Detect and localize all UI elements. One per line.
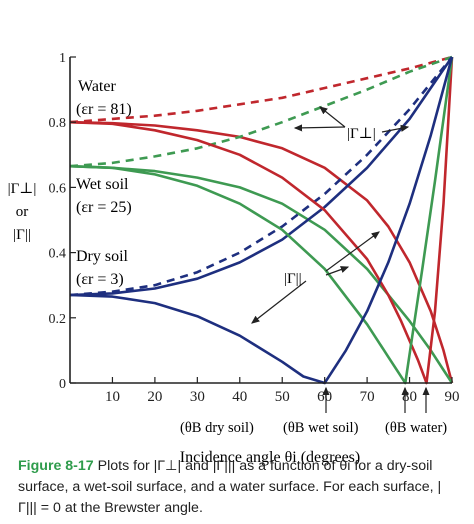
series-dry-parallel-brewster [69, 56, 454, 385]
series-water-parallel [69, 55, 453, 124]
y-tick-label-2: 0.4 [49, 247, 67, 262]
brewster-wet-label: (θB wet soil) [283, 420, 359, 436]
y-tick-label-0: 0 [59, 377, 66, 392]
series-dry-parallel [69, 56, 454, 297]
annotations-layer: Water (εr = 81) Wet soil (εr = 25) Dry s… [8, 78, 448, 466]
series-wet-perpendicular [69, 164, 454, 384]
gamma-perp-label: |Γ⊥| [347, 126, 376, 142]
gamma-par-label: |Γ|| [284, 271, 302, 287]
caption-text: Plots for |Γ⊥| and |Γ||| as a function o… [18, 458, 442, 516]
x-tick-label-90: 90 [445, 389, 460, 405]
x-tick-label-50: 50 [275, 389, 290, 405]
x-tick-label-70: 70 [360, 389, 375, 405]
gamma-perp-arrow-wet [293, 124, 346, 132]
y-axis-label-line-3: |Γ|| [13, 227, 31, 243]
y-tick-label-1: 0.2 [49, 312, 67, 327]
y-tick-label-4: 0.8 [49, 116, 67, 131]
x-tick-label-40: 40 [232, 389, 247, 405]
x-axis-label: Incidence angle θi (degrees) [180, 449, 360, 466]
gamma-par-arrow-dry [251, 280, 307, 324]
figure-caption: Figure 8-17 Plots for |Γ⊥| and |Γ||| as … [18, 456, 458, 519]
brewster-water-label: (θB water) [385, 420, 447, 436]
figure-number: Figure 8-17 [18, 458, 94, 474]
wet-soil-permittivity-label: (εr = 25) [76, 199, 132, 216]
dry-soil-permittivity-label: (εr = 3) [76, 271, 124, 288]
brewster-dry-label: (θB dry soil) [180, 420, 254, 436]
gamma-par-arrow-water [325, 266, 350, 276]
gamma-perp-arrow-dry [381, 124, 410, 133]
gamma-par-arrow-wet [325, 231, 380, 272]
y-axis-label-line-2: or [16, 204, 29, 220]
series-dry-perpendicular [69, 56, 454, 297]
y-tick-label-3: 0.6 [49, 181, 67, 196]
water-permittivity-label: (εr = 81) [76, 101, 132, 118]
x-tick-label-30: 30 [190, 389, 205, 405]
x-tick-label-10: 10 [105, 389, 120, 405]
x-tick-label-60: 60 [317, 389, 332, 405]
gamma-perp-arrow-water [319, 106, 346, 128]
dry-soil-label: Dry soil [76, 248, 129, 265]
y-tick-label-5: 1 [59, 51, 66, 66]
curves-layer [69, 55, 454, 385]
wet-soil-label: Wet soil [76, 176, 129, 193]
series-water-perpendicular [69, 120, 454, 384]
y-axis-label-line-1: |Γ⊥| [8, 181, 37, 197]
x-tick-label-20: 20 [147, 389, 162, 405]
x-tick-label-80: 80 [402, 389, 417, 405]
water-label: Water [78, 78, 116, 95]
series-water-parallel-brewster [69, 56, 454, 385]
series-wet-parallel-brewster [69, 56, 454, 385]
